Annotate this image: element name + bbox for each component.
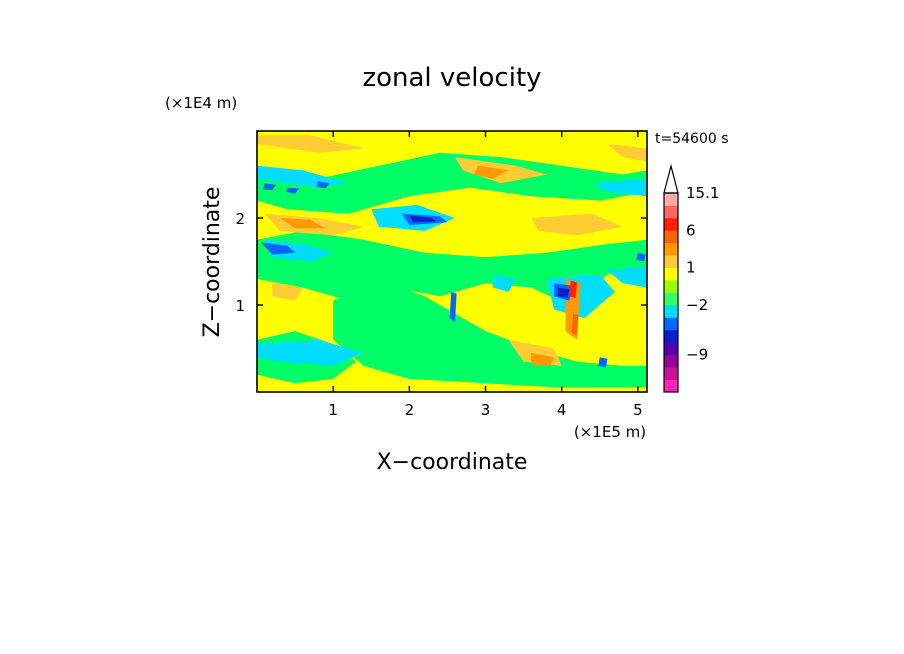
contour-region-11 [607,265,647,288]
y-axis: 12 [235,210,647,315]
x-tick-label: 4 [557,401,567,419]
colorbar-level [664,217,678,231]
contour-region-16 [272,283,303,301]
contour-region-1 [257,152,647,214]
contour-region-32 [449,291,457,323]
y-tick-label: 1 [235,297,245,315]
colorbar-level [664,242,678,256]
contour-region-21 [474,165,509,179]
colorbar-level [664,205,678,219]
colorbar-level [664,317,678,331]
contour-region-27 [263,183,276,191]
x-tick-label: 2 [405,401,415,419]
contour-region-19 [531,213,623,236]
colorbar-level [664,367,678,380]
plot-frame [256,130,648,393]
x-axis: 1 2 3 4 5 [328,131,643,419]
colorbar-level [664,280,678,293]
contour-region-29 [316,181,330,189]
contour-region-18 [607,144,647,162]
contour-region-20 [279,218,326,229]
time-label: t=54600 s [655,131,729,147]
contour-region-33 [409,215,436,223]
contour-region-15 [257,135,364,153]
x-axis-label: X−coordinate [377,450,528,475]
contour-region-3 [333,278,647,388]
contour-region-35 [569,280,577,298]
x-tick-label: 1 [328,401,338,419]
colorbar-level [664,304,678,318]
contour-region-28 [285,187,299,194]
contour-region-36 [571,313,579,336]
colorbar-label: 15.1 [686,184,719,202]
y-unit-label: (×1E4 m) [165,94,237,112]
colorbar: −9 −2 1 6 15.1 [663,163,719,393]
contour-region-7 [257,165,349,188]
colorbar-overflow-arrow [663,163,679,194]
colorbar-level [664,329,678,343]
contour-region-12 [493,274,516,292]
y-tick-label: 2 [235,210,245,228]
contour-region-10 [257,339,364,366]
colorbar-label: −2 [686,296,708,314]
colorbar-label: −9 [686,346,708,364]
contour-region-31 [636,252,646,262]
contour-region-34 [557,287,570,298]
contour-region-30 [598,357,608,368]
colorbar-frame [663,192,679,393]
colorbar-level [664,342,678,356]
x-tick-label: 3 [481,401,491,419]
colorbar-label: 1 [686,259,696,277]
y-axis-label: Z−coordinate [200,187,225,338]
colorbar-level [664,354,678,368]
chart-title: zonal velocity [362,63,541,93]
contour-region-8 [592,178,647,197]
contour-region-23 [531,352,555,366]
x-unit-label: (×1E5 m) [574,423,646,441]
colorbar-level [664,193,678,206]
colorbar-level [664,267,678,281]
colorbar-level [664,379,678,393]
contour-field [257,131,647,392]
colorbar-level [664,255,678,269]
x-tick-label: 5 [633,401,643,419]
colorbar-level [664,292,678,306]
colorbar-label: 6 [686,221,696,239]
colorbar-level [664,230,678,244]
contour-region-24 [260,242,296,255]
